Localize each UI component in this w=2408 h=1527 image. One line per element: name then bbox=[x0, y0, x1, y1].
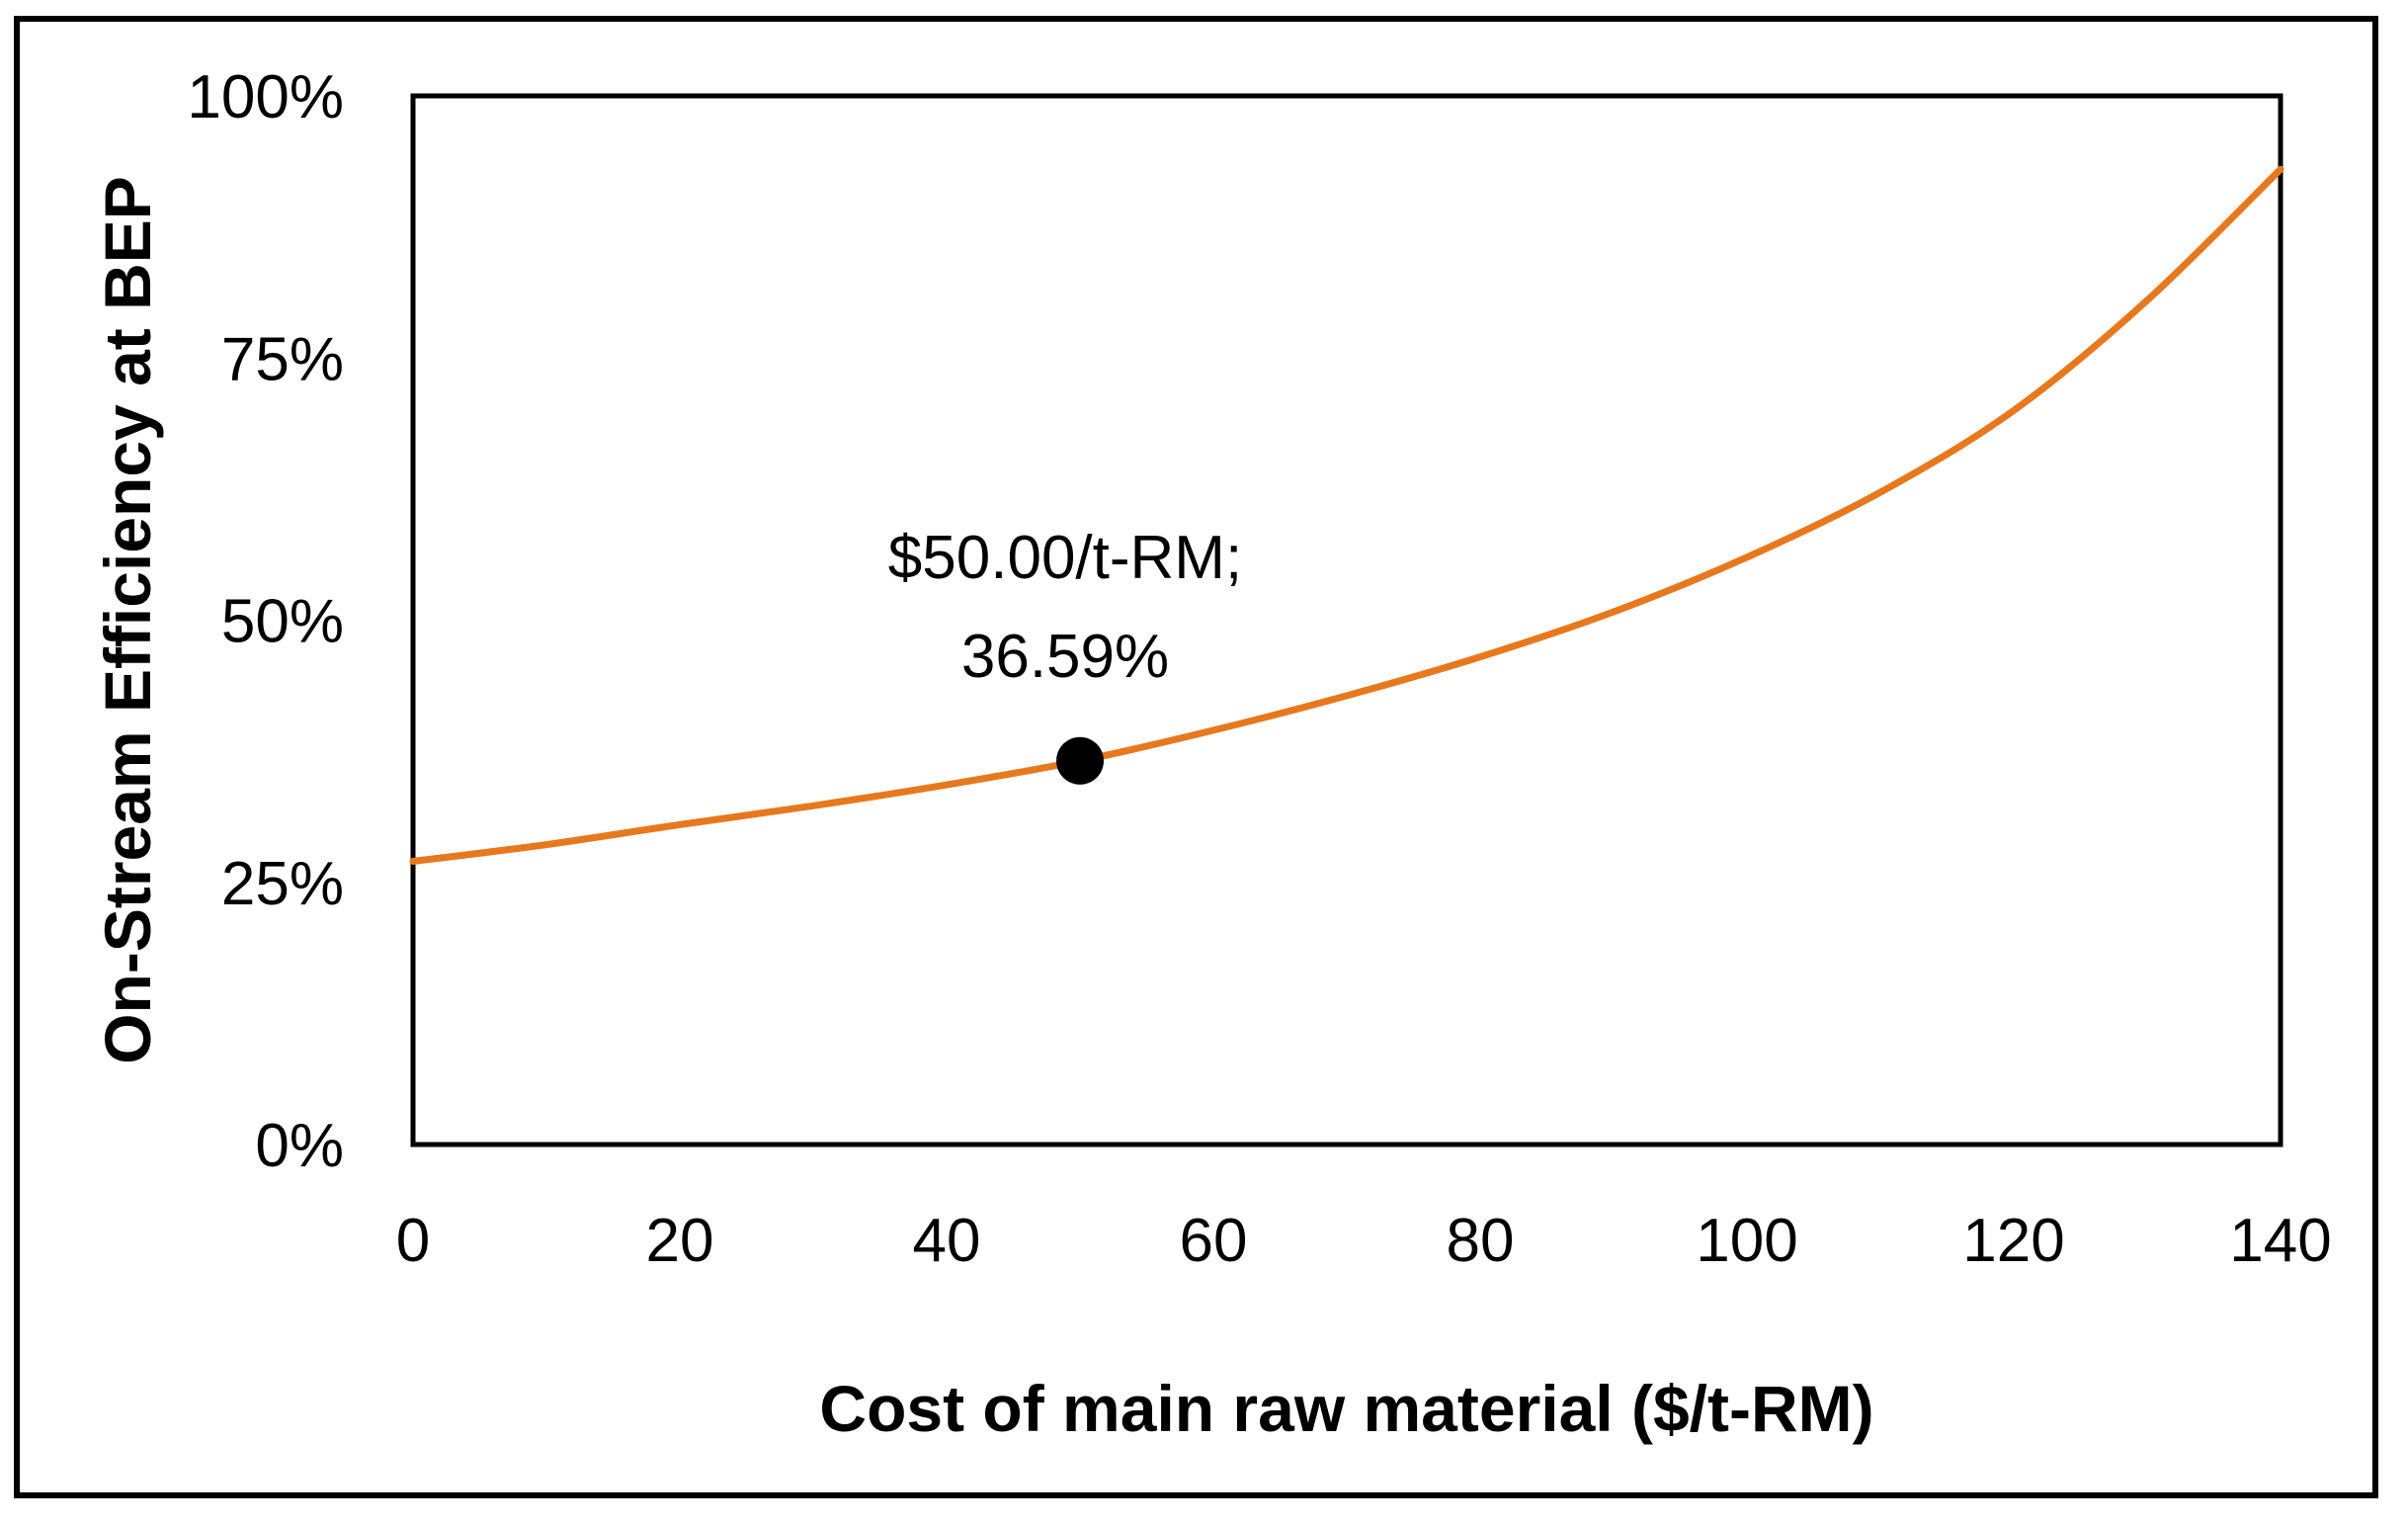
plot-area bbox=[410, 93, 2283, 1147]
x-tick-labels: 0 20 40 60 80 100 120 140 bbox=[396, 1207, 2332, 1275]
y-tick-label: 50% bbox=[221, 588, 344, 656]
x-tick-label: 20 bbox=[646, 1207, 714, 1275]
y-tick-label: 25% bbox=[221, 850, 344, 918]
highlight-point-marker bbox=[1056, 736, 1104, 785]
x-tick-label: 60 bbox=[1180, 1207, 1248, 1275]
x-axis-title: Cost of main raw material ($/t-RM) bbox=[819, 1372, 1873, 1445]
series-line bbox=[409, 165, 2284, 865]
annotation-efficiency-label: 36.59% bbox=[961, 623, 1169, 691]
annotation-cost-label: $50.00/t-RM; bbox=[888, 524, 1242, 592]
x-tick-label: 40 bbox=[913, 1207, 981, 1275]
x-tick-label: 140 bbox=[2229, 1207, 2331, 1275]
y-axis-title: On-Stream Efficiency at BEP bbox=[91, 176, 164, 1064]
y-tick-label: 0% bbox=[255, 1112, 344, 1180]
y-tick-labels: 0% 25% 50% 75% 100% bbox=[187, 63, 344, 1180]
x-tick-label: 120 bbox=[1962, 1207, 2064, 1275]
y-tick-label: 100% bbox=[187, 63, 344, 131]
x-tick-label: 80 bbox=[1447, 1207, 1515, 1275]
x-tick-label: 0 bbox=[396, 1207, 430, 1275]
y-tick-label: 75% bbox=[221, 325, 344, 393]
x-tick-label: 100 bbox=[1696, 1207, 1797, 1275]
